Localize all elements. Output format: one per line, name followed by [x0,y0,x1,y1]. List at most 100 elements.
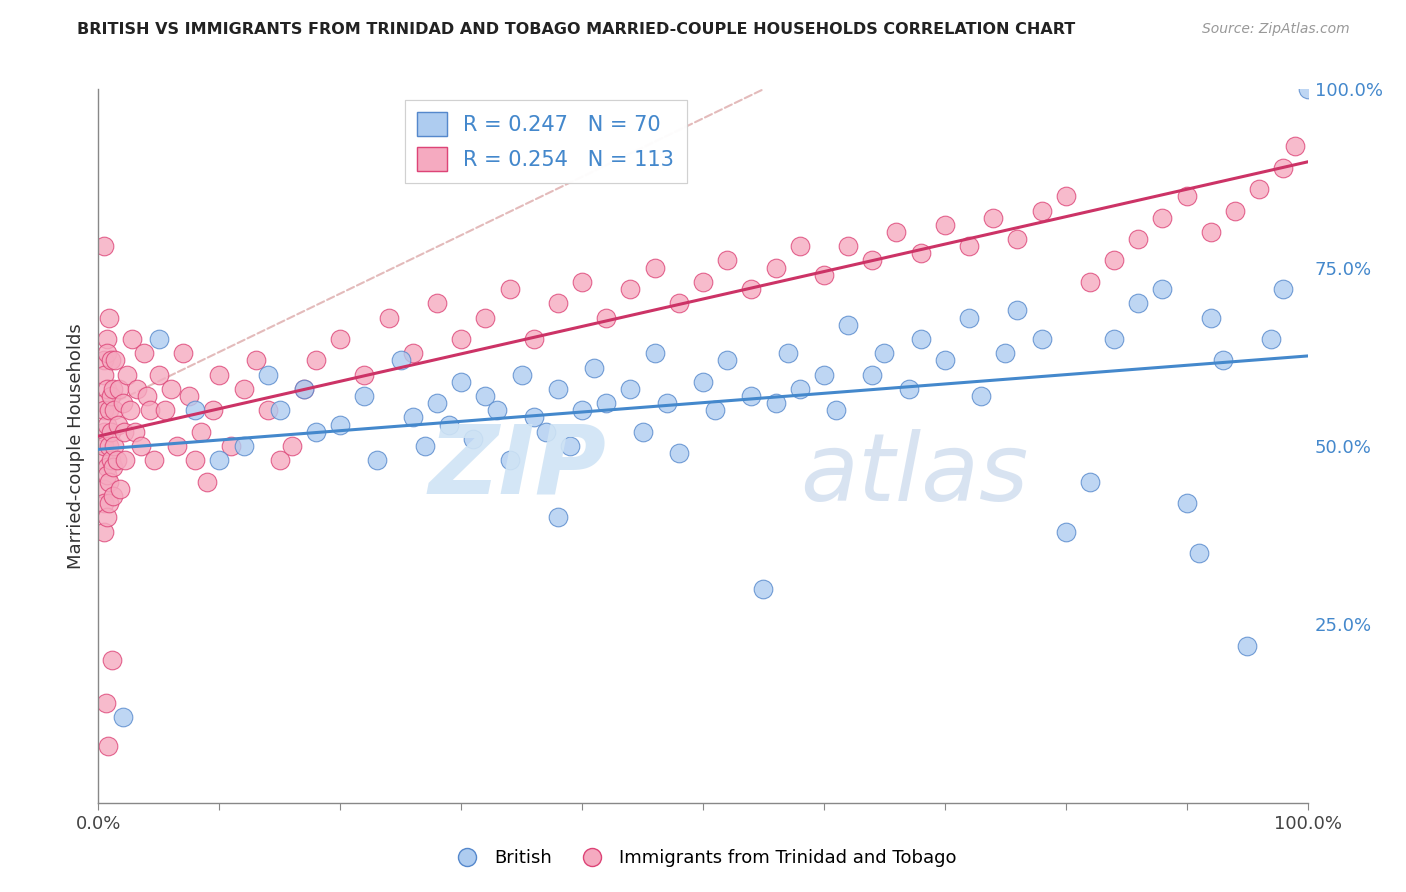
Point [1188,546,1211,560]
Point [105,453,128,467]
Point [644,346,666,360]
Point [135,389,157,403]
Point [450,375,472,389]
Point [765,396,787,410]
Point [619,282,641,296]
Point [716,253,738,268]
Point [1054,524,1077,539]
Point [1199,225,1222,239]
Point [108,482,131,496]
Point [93,496,115,510]
Point [100,389,122,403]
Point [837,239,859,253]
Point [111,710,134,724]
Point [1078,475,1101,489]
Point [256,403,278,417]
Point [93,403,115,417]
Point [96,332,118,346]
Point [269,403,291,417]
Point [97,739,120,753]
Point [523,332,546,346]
Point [104,353,127,368]
Point [190,425,212,439]
Point [221,439,243,453]
Point [789,239,811,253]
Point [402,346,425,360]
Point [153,403,176,417]
Point [934,218,956,232]
Point [1031,203,1053,218]
Point [118,403,141,417]
Point [98,496,121,510]
Point [426,296,449,310]
Text: Source: ZipAtlas.com: Source: ZipAtlas.com [1202,22,1350,37]
Point [1152,211,1174,225]
Point [292,382,315,396]
Point [486,403,509,417]
Point [160,382,183,396]
Point [232,382,254,396]
Point [96,460,118,475]
Point [353,389,375,403]
Point [124,425,146,439]
Point [100,353,122,368]
Text: BRITISH VS IMMIGRANTS FROM TRINIDAD AND TOBAGO MARRIED-COUPLE HOUSEHOLDS CORRELA: BRITISH VS IMMIGRANTS FROM TRINIDAD AND … [77,22,1076,37]
Point [184,403,207,417]
Point [96,346,118,360]
Point [716,353,738,368]
Point [1284,139,1306,153]
Point [765,260,787,275]
Point [377,310,399,325]
Point [474,389,496,403]
Point [93,396,115,410]
Point [93,482,115,496]
Point [704,403,727,417]
Point [232,439,254,453]
Point [558,439,581,453]
Point [463,432,485,446]
Point [994,346,1017,360]
Legend: British, Immigrants from Trinidad and Tobago: British, Immigrants from Trinidad and To… [441,842,965,874]
Point [547,382,569,396]
Point [1078,275,1101,289]
Point [148,332,170,346]
Point [1249,182,1271,196]
Point [93,239,115,253]
Point [127,382,149,396]
Point [96,467,118,482]
Point [534,425,557,439]
Point [413,439,436,453]
Y-axis label: Married-couple Households: Married-couple Households [66,323,84,569]
Point [631,425,654,439]
Point [98,403,121,417]
Point [172,346,194,360]
Point [93,425,115,439]
Point [96,417,118,432]
Point [1054,189,1077,203]
Point [93,368,115,382]
Point [353,368,375,382]
Point [910,332,932,346]
Point [1152,282,1174,296]
Point [1199,310,1222,325]
Point [112,425,135,439]
Point [740,389,762,403]
Point [114,453,136,467]
Text: ZIP: ZIP [429,421,606,514]
Point [269,453,291,467]
Point [98,475,121,489]
Point [129,439,152,453]
Point [94,696,117,710]
Point [100,453,122,467]
Point [813,268,835,282]
Point [1260,332,1282,346]
Point [101,460,124,475]
Point [523,410,546,425]
Point [389,353,412,368]
Point [281,439,304,453]
Point [245,353,267,368]
Point [1175,189,1198,203]
Point [873,346,896,360]
Point [139,403,162,417]
Point [510,368,533,382]
